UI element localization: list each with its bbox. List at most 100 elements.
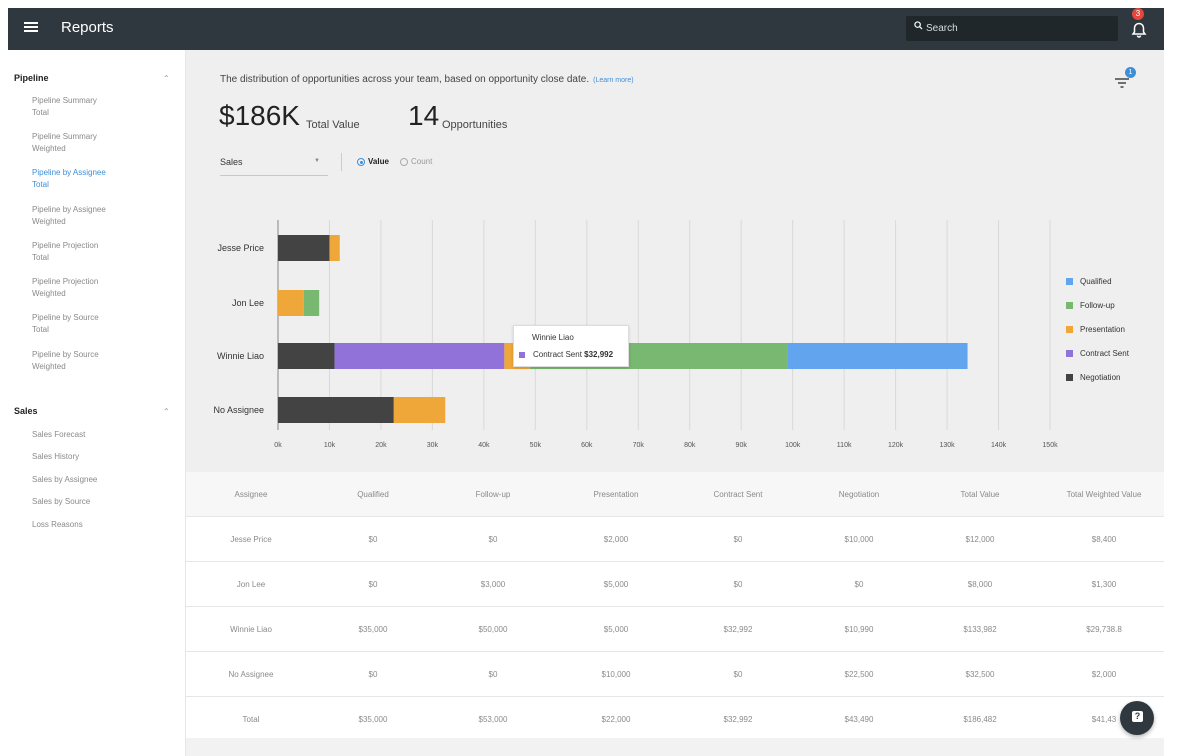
table-cell: $0 [488, 670, 498, 679]
column-header[interactable]: Assignee [234, 490, 268, 499]
column-header[interactable]: Contract Sent [713, 490, 763, 499]
table-cell: $0 [733, 670, 743, 679]
column-header[interactable]: Presentation [593, 490, 639, 499]
table-cell: $8,400 [1091, 535, 1117, 544]
legend-label: Follow-up [1080, 301, 1115, 310]
sidebar-section-pipeline[interactable]: Pipeline [14, 73, 49, 83]
sidebar-item-loss-reasons[interactable]: Loss Reasons [32, 520, 83, 529]
bar-segment [334, 343, 505, 369]
sidebar-item-pipeline-by-assignee-weighted[interactable]: Pipeline by Assignee Weighted [32, 205, 106, 226]
table-cell: $32,992 [723, 715, 753, 724]
category-label: Jon Lee [232, 298, 264, 308]
legend-swatch [1066, 326, 1073, 333]
count-radio[interactable] [400, 158, 408, 166]
table-cell: $43,490 [844, 715, 874, 724]
sidebar-item-sales-forecast[interactable]: Sales Forecast [32, 430, 86, 439]
table-cell: $10,000 [844, 535, 874, 544]
x-tick-label: 110k [837, 442, 852, 449]
bar-segment [278, 397, 394, 423]
report-panel: The distribution of opportunities across… [186, 50, 1164, 472]
sidebar-item-pipeline-summary-total[interactable]: Pipeline Summary Total [32, 96, 97, 117]
bar-segment [278, 235, 330, 261]
sidebar-item-pipeline-projection-weighted[interactable]: Pipeline Projection Weighted [32, 277, 99, 298]
table-cell: $22,500 [844, 670, 874, 679]
report-description: The distribution of opportunities across… [220, 74, 634, 85]
value-radio-label[interactable]: Value [368, 157, 389, 166]
table-cell: Winnie Liao [230, 625, 272, 634]
table-cell: $0 [368, 580, 378, 589]
legend-item[interactable]: Contract Sent [1066, 349, 1129, 358]
pipeline-dropdown[interactable]: Sales ▼ [220, 152, 328, 176]
tooltip-swatch [519, 352, 525, 358]
legend-item[interactable]: Qualified [1066, 277, 1112, 286]
search-box[interactable] [906, 16, 1118, 41]
filter-badge: 1 [1125, 67, 1136, 78]
column-header[interactable]: Negotiation [838, 490, 880, 499]
tooltip-series: Contract Sent $32,992 [533, 350, 614, 359]
table-cell: $133,982 [963, 625, 997, 634]
column-header[interactable]: Total Weighted Value [1066, 490, 1142, 499]
tooltip-assignee: Winnie Liao [532, 333, 574, 342]
table-cell: No Assignee [228, 670, 274, 679]
sidebar-item-sales-by-source[interactable]: Sales by Source [32, 497, 91, 506]
table-cell: $10,000 [601, 670, 631, 679]
table-cell: $22,000 [601, 715, 631, 724]
help-button[interactable]: ? [1120, 701, 1154, 735]
legend-label: Qualified [1080, 277, 1112, 286]
table-cell: $12,000 [965, 535, 995, 544]
learn-more-link[interactable]: (Learn more) [593, 77, 634, 84]
x-tick-label: 120k [888, 442, 904, 449]
sidebar-item-sales-by-assignee[interactable]: Sales by Assignee [32, 475, 98, 484]
table-cell: Total [242, 715, 260, 724]
x-tick-label: 100k [785, 442, 801, 449]
notification-badge: 3 [1132, 8, 1144, 20]
table-header: Assignee Qualified Follow-up Presentation Co… [186, 472, 1164, 517]
x-tick-label: 60k [581, 442, 593, 449]
bar-segment [278, 343, 335, 369]
count-radio-label[interactable]: Count [411, 157, 433, 166]
sidebar: Pipeline ⌃ Pipeline Summary Total Pipelin… [0, 50, 186, 756]
value-radio[interactable] [357, 158, 365, 166]
column-header[interactable]: Qualified [357, 490, 389, 499]
category-label: No Assignee [213, 405, 264, 415]
hamburger-menu-icon[interactable] [24, 20, 38, 34]
table-row: Winnie Liao $35,000 $50,000 $5,000 $32,992 $1… [186, 607, 1164, 652]
sidebar-item-sales-history[interactable]: Sales History [32, 452, 80, 461]
sidebar-item-pipeline-summary-weighted[interactable]: Pipeline Summary Weighted [32, 132, 97, 153]
chevron-up-icon[interactable]: ⌃ [163, 74, 170, 83]
sidebar-item-pipeline-by-source-weighted[interactable]: Pipeline by Source Weighted [32, 350, 99, 371]
sidebar-item-pipeline-by-source-total[interactable]: Pipeline by Source Total [32, 313, 99, 334]
column-header[interactable]: Total Value [960, 490, 1000, 499]
x-tick-label: 130k [939, 442, 955, 449]
legend-item[interactable]: Follow-up [1066, 301, 1115, 310]
search-input[interactable] [926, 20, 1106, 37]
table-row: Jon Lee $0 $3,000 $5,000 $0 $0 $8,000 $1,300 [186, 562, 1164, 607]
chevron-up-icon[interactable]: ⌃ [163, 407, 170, 416]
table-cell: $53,000 [478, 715, 508, 724]
bell-icon[interactable] [1129, 20, 1149, 40]
bar-segment [393, 397, 446, 423]
sidebar-item-pipeline-by-assignee-total[interactable]: Pipeline by Assignee Total [32, 168, 106, 189]
help-icon: ? [1132, 711, 1143, 722]
table-cell: $1,300 [1091, 580, 1117, 589]
table-cell: $0 [733, 580, 743, 589]
sidebar-item-pipeline-projection-total[interactable]: Pipeline Projection Total [32, 241, 99, 262]
table-cell: $2,000 [603, 535, 629, 544]
x-tick-label: 70k [633, 442, 645, 449]
table-cell: $0 [854, 580, 864, 589]
column-header[interactable]: Follow-up [475, 490, 511, 499]
page-title: Reports [61, 19, 114, 36]
table-cell: $186,482 [963, 715, 997, 724]
pipeline-bar-chart: 0k 10k 20k 30k 40k 50k 60k 70k 80k 90k 100k 110k 120… [213, 220, 1058, 449]
filter-icon[interactable] [1114, 74, 1130, 88]
table-cell: $2,000 [1091, 670, 1117, 679]
legend-item[interactable]: Negotiation [1066, 373, 1120, 382]
table-cell: $10,990 [844, 625, 874, 634]
sidebar-section-sales[interactable]: Sales [14, 406, 38, 416]
table-cell: $0 [488, 535, 498, 544]
report-table: Assignee Qualified Follow-up Presentation Co… [186, 472, 1164, 742]
legend-item[interactable]: Presentation [1066, 325, 1125, 334]
legend-swatch [1066, 302, 1073, 309]
top-bar: Reports 3 [8, 8, 1164, 50]
legend-swatch [1066, 374, 1073, 381]
